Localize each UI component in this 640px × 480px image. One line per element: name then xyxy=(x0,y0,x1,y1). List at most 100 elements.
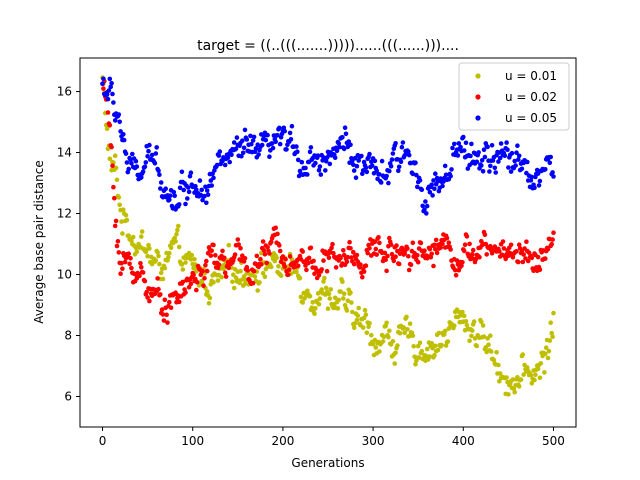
data-point xyxy=(347,239,352,245)
data-point xyxy=(142,278,148,284)
data-point xyxy=(177,185,183,191)
data-point xyxy=(265,245,270,250)
data-point xyxy=(176,299,182,305)
data-point xyxy=(167,250,172,256)
data-point xyxy=(430,193,435,198)
data-point xyxy=(341,252,347,258)
data-point xyxy=(441,179,446,184)
data-point xyxy=(114,243,120,249)
data-point xyxy=(351,325,357,331)
data-point xyxy=(444,235,450,241)
data-point xyxy=(319,267,325,272)
data-point xyxy=(366,324,371,330)
data-point xyxy=(326,291,332,297)
data-point xyxy=(348,290,353,295)
data-point xyxy=(277,125,282,131)
data-point xyxy=(431,178,436,183)
data-point xyxy=(117,202,122,208)
data-point xyxy=(391,258,397,264)
data-point xyxy=(308,145,314,150)
data-point xyxy=(209,248,214,253)
data-point xyxy=(305,172,310,177)
data-point xyxy=(545,246,551,252)
data-point xyxy=(348,246,353,251)
data-point xyxy=(295,157,301,163)
data-point xyxy=(488,243,493,249)
data-point xyxy=(139,175,144,180)
data-point xyxy=(531,268,536,274)
y-tick-label: 14 xyxy=(57,146,72,160)
data-point xyxy=(168,305,174,311)
data-point xyxy=(162,297,168,303)
data-point xyxy=(112,195,117,201)
data-point xyxy=(258,256,263,262)
data-point xyxy=(529,174,535,180)
data-point xyxy=(377,349,382,354)
legend: u = 0.01 u = 0.02 u = 0.05 xyxy=(458,62,570,131)
data-point xyxy=(460,309,465,315)
data-point xyxy=(162,265,168,271)
data-point xyxy=(534,167,540,173)
data-point xyxy=(535,254,541,260)
data-point xyxy=(259,142,265,148)
data-point xyxy=(509,150,515,156)
data-point xyxy=(145,295,150,300)
data-point xyxy=(241,145,247,151)
data-point xyxy=(321,258,326,263)
data-point xyxy=(204,289,210,294)
legend-label: u = 0.05 xyxy=(505,111,557,125)
data-point xyxy=(422,248,427,253)
data-point xyxy=(242,255,248,261)
data-point xyxy=(545,355,551,361)
data-point xyxy=(251,268,257,274)
data-point xyxy=(504,140,509,145)
data-point xyxy=(450,145,455,151)
data-point xyxy=(433,171,438,176)
data-point xyxy=(287,254,293,259)
data-point xyxy=(267,154,272,159)
data-point xyxy=(476,150,481,155)
data-point xyxy=(189,252,195,258)
data-point xyxy=(137,273,142,279)
data-point xyxy=(234,135,240,140)
data-point xyxy=(344,259,350,265)
data-point xyxy=(129,265,134,271)
legend-marker xyxy=(475,94,481,100)
data-point xyxy=(282,264,288,269)
data-point xyxy=(267,251,272,256)
data-point xyxy=(384,173,389,179)
data-point xyxy=(345,298,351,304)
data-point xyxy=(383,257,389,263)
data-point xyxy=(110,163,115,168)
data-point xyxy=(124,217,130,223)
data-point xyxy=(250,280,256,286)
data-point xyxy=(484,252,490,257)
data-point xyxy=(548,320,553,326)
data-point xyxy=(121,132,126,137)
data-point xyxy=(482,154,488,160)
data-point xyxy=(101,86,106,91)
data-point xyxy=(101,76,106,82)
data-point xyxy=(208,253,214,258)
data-point xyxy=(341,248,346,253)
data-point xyxy=(233,146,239,151)
data-point xyxy=(129,161,134,166)
data-point xyxy=(222,270,228,276)
data-point xyxy=(340,279,345,285)
data-point xyxy=(458,144,463,150)
data-point xyxy=(145,253,150,259)
data-point xyxy=(547,160,553,166)
data-point xyxy=(119,260,124,266)
data-point xyxy=(406,333,412,339)
data-point xyxy=(255,288,260,293)
data-point xyxy=(440,183,445,189)
data-point xyxy=(307,149,313,155)
data-point xyxy=(351,168,357,173)
data-point xyxy=(155,249,160,255)
data-point xyxy=(294,269,299,275)
data-point xyxy=(105,96,111,102)
data-point xyxy=(323,285,329,291)
data-point xyxy=(369,332,374,338)
data-point xyxy=(432,242,437,248)
data-point xyxy=(337,144,343,150)
